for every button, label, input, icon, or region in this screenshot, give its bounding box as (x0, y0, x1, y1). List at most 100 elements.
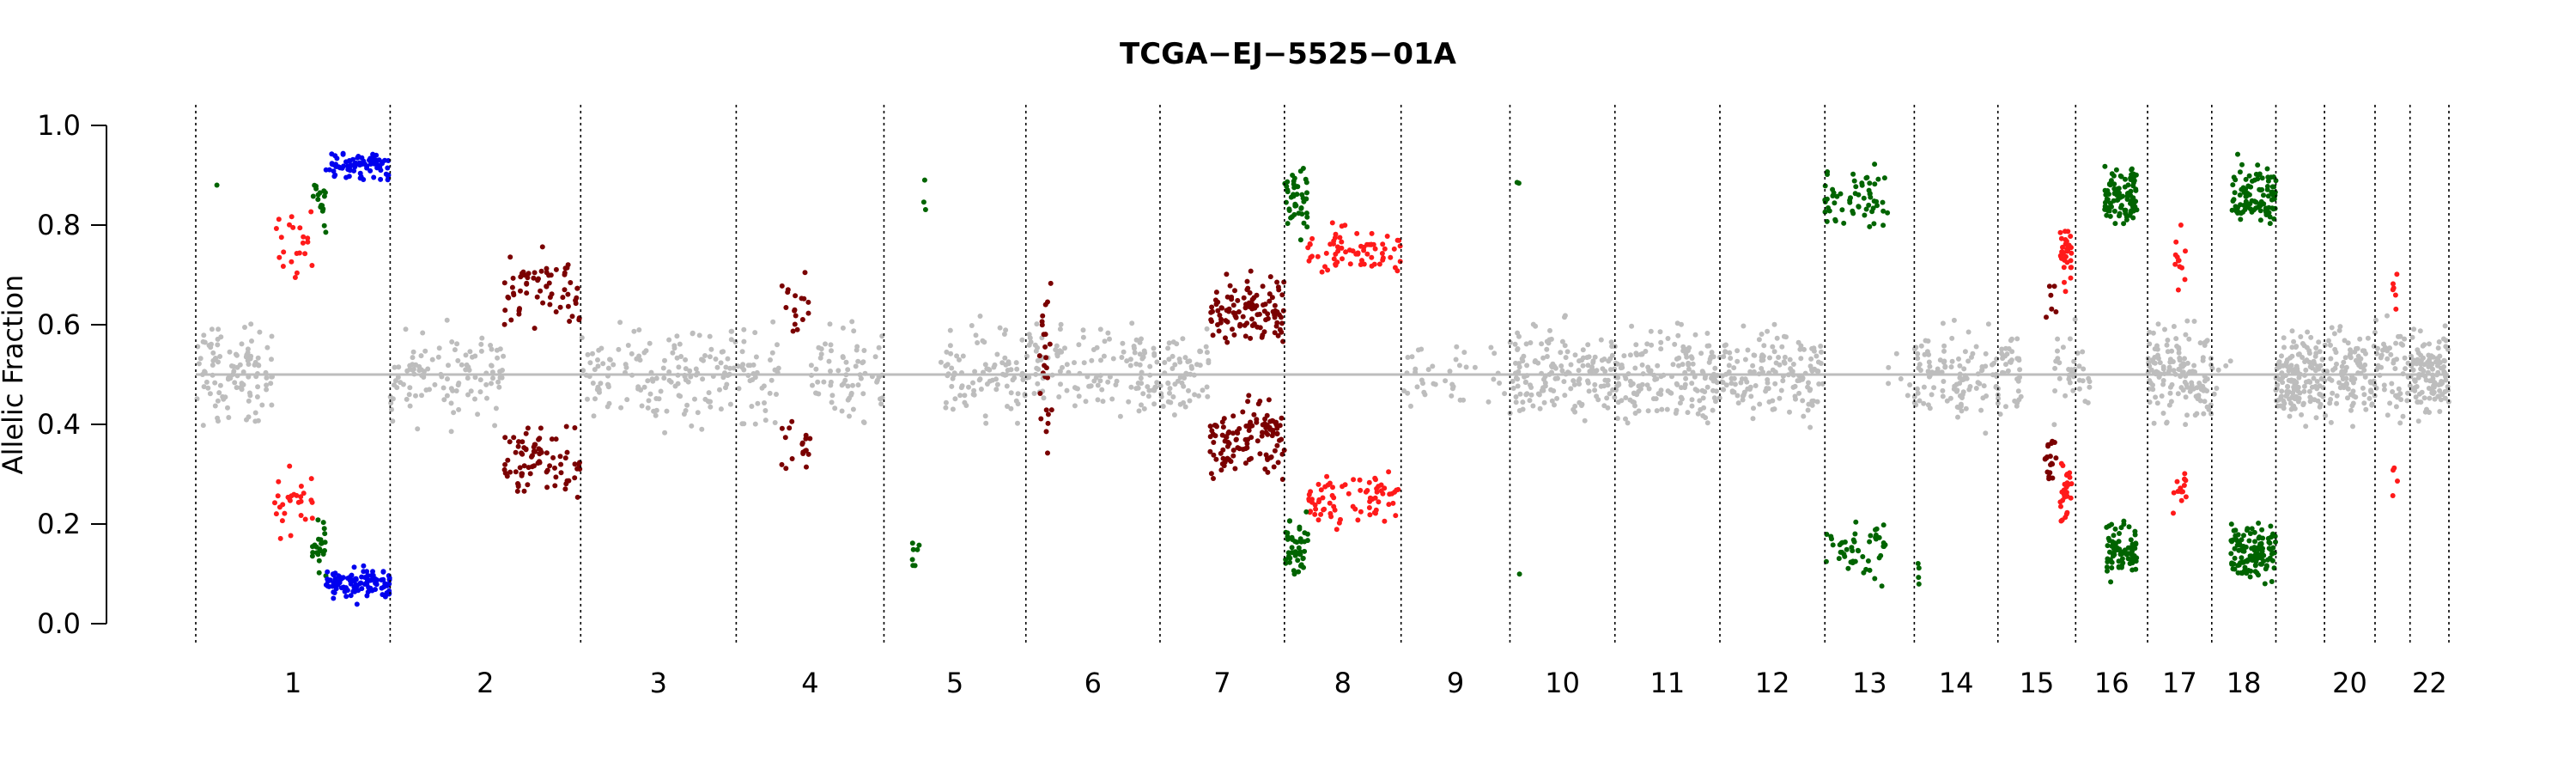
data-point (1361, 244, 1367, 250)
data-point (1700, 395, 1706, 401)
data-point (2291, 403, 2297, 409)
data-point (2117, 173, 2123, 179)
data-point (2246, 538, 2252, 544)
data-point (1091, 378, 1097, 384)
data-point (2182, 476, 2187, 482)
data-point (1722, 343, 1728, 349)
data-point (690, 331, 696, 337)
data-point (248, 321, 254, 327)
data-point (2427, 395, 2433, 401)
data-point (321, 188, 327, 194)
data-point (1105, 330, 1111, 336)
data-point (723, 385, 728, 391)
data-point (212, 403, 218, 409)
data-point (2127, 561, 2133, 566)
data-point (2046, 473, 2052, 479)
data-point (1289, 545, 1295, 551)
data-point (1045, 450, 1050, 456)
data-point (1224, 339, 1230, 345)
data-point (1220, 424, 1226, 430)
data-point (2003, 362, 2008, 368)
data-point (1304, 224, 1310, 230)
data-point (544, 283, 550, 289)
data-point (1750, 416, 1756, 422)
data-point (605, 365, 611, 371)
data-point (525, 275, 531, 281)
data-point (1334, 244, 1340, 250)
data-point (1015, 420, 1020, 426)
data-point (1963, 405, 1969, 411)
data-point (2062, 481, 2068, 487)
data-point (2105, 543, 2111, 549)
data-point (1867, 567, 1873, 573)
data-point (1562, 393, 1568, 399)
data-point (2289, 328, 2295, 334)
data-point (2238, 202, 2244, 208)
data-point (2235, 151, 2240, 157)
data-point (1062, 345, 1067, 351)
data-point (2310, 360, 2316, 366)
data-point (1594, 368, 1600, 374)
data-point (2232, 566, 2238, 572)
data-point (2174, 344, 2180, 349)
data-point (645, 405, 651, 411)
data-point (2391, 285, 2397, 291)
data-point (2227, 358, 2233, 364)
data-point (727, 401, 733, 407)
data-point (2394, 357, 2400, 363)
data-point (1964, 375, 1970, 381)
data-point (1806, 380, 1811, 386)
data-point (1210, 308, 1215, 314)
data-point (2267, 221, 2273, 227)
data-point (1376, 261, 1382, 267)
data-point (2067, 336, 2073, 342)
data-point (1965, 358, 1971, 364)
data-point (920, 199, 927, 205)
data-point (1510, 386, 1516, 391)
data-point (611, 362, 617, 368)
data-point (1223, 318, 1229, 324)
data-point (1759, 332, 1765, 337)
data-point (849, 319, 855, 325)
data-point (1107, 336, 1112, 342)
data-point (731, 365, 737, 371)
data-point (354, 601, 360, 607)
data-point (552, 483, 558, 489)
data-point (1038, 416, 1044, 422)
data-point (2395, 478, 2400, 484)
data-point (805, 451, 811, 457)
data-point (1861, 570, 1867, 576)
data-point (2152, 346, 2158, 352)
data-point (1304, 538, 1310, 544)
data-point (735, 363, 741, 369)
data-point (562, 287, 568, 293)
data-point (2072, 366, 2078, 372)
data-point (1072, 403, 1078, 409)
data-point (407, 403, 413, 409)
data-point (1590, 358, 1596, 364)
data-point (1612, 394, 1618, 400)
data-point (662, 357, 667, 363)
data-point (1564, 349, 1571, 355)
data-point (1042, 363, 1048, 369)
data-point (2245, 557, 2251, 563)
data-point (808, 363, 814, 369)
data-point (1719, 379, 1725, 385)
data-point (563, 424, 569, 430)
data-point (338, 585, 344, 591)
data-point (832, 405, 838, 411)
data-point (1627, 352, 1633, 358)
data-point (234, 385, 240, 391)
data-point (1223, 335, 1228, 341)
data-point (878, 401, 884, 407)
data-point (2375, 345, 2380, 351)
data-point (2076, 363, 2082, 369)
data-point (1815, 369, 1821, 375)
data-point (1787, 409, 1792, 415)
data-point (799, 317, 805, 322)
data-point (641, 350, 647, 356)
data-point (1811, 398, 1816, 404)
data-point (1160, 404, 1166, 409)
data-point (364, 165, 370, 171)
